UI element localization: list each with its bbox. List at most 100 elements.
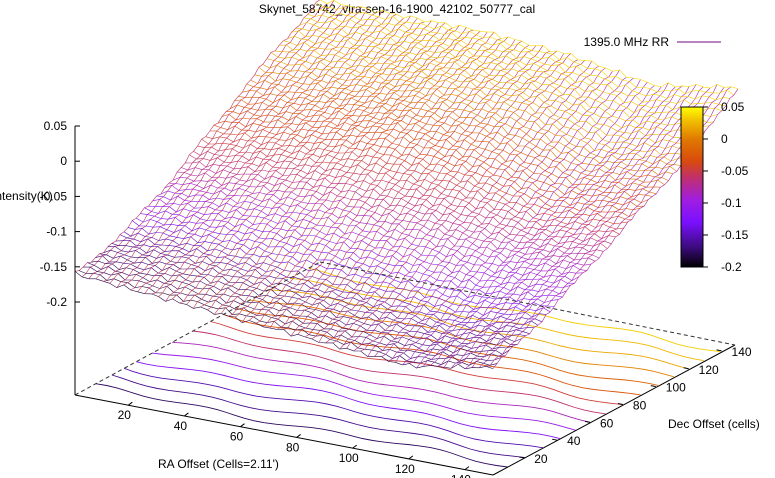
y-tick <box>519 456 525 459</box>
mesh-line-y <box>168 182 587 271</box>
mesh-line-y <box>275 50 694 152</box>
legend-label: 1395.0 MHz RR <box>584 35 670 49</box>
contour-line <box>268 289 689 370</box>
mesh-line-y <box>287 35 706 136</box>
mesh-line-x <box>214 25 460 315</box>
mesh-line-x <box>255 38 502 324</box>
base-contours <box>95 267 721 468</box>
y-tick <box>552 438 558 441</box>
mesh-line-x <box>109 7 356 284</box>
mesh-line-x <box>471 84 718 368</box>
contour-line <box>124 367 544 449</box>
mesh-line-y <box>299 22 718 117</box>
contour-line <box>192 330 606 415</box>
mesh-line-y <box>74 271 494 370</box>
y-tick-label: 40 <box>567 434 581 448</box>
x-tick-label: 100 <box>339 451 359 465</box>
mesh-line-y <box>230 104 649 203</box>
contour-line <box>111 374 526 459</box>
colorbar-tick-label: -0.15 <box>721 228 749 242</box>
z-tick-label: 0 <box>60 154 67 168</box>
mesh-line-x <box>332 59 578 344</box>
contour-line <box>249 299 675 378</box>
mesh-line-y <box>315 2 735 96</box>
contour-line <box>95 383 508 468</box>
y-tick-label: 140 <box>732 345 752 359</box>
x-axis-label: RA Offset (Cells=2.11') <box>158 457 279 471</box>
x-tick <box>128 401 133 406</box>
mesh-line-y <box>295 28 714 123</box>
y-tick-label: 60 <box>600 416 614 430</box>
mesh-line-x <box>381 76 627 357</box>
mesh-line-y <box>307 14 726 107</box>
surface-mesh <box>74 0 739 370</box>
contour-line <box>210 321 623 406</box>
mesh-line-y <box>319 0 739 89</box>
mesh-line-x <box>276 40 523 330</box>
contour-line <box>235 307 659 386</box>
y-axis-label: Dec Offset (cells) <box>668 417 760 431</box>
y-tick <box>683 367 689 370</box>
mesh-line-y <box>303 17 722 112</box>
x-tick-label: 80 <box>286 440 300 454</box>
contour-line <box>308 267 721 353</box>
mesh-line-y <box>291 30 710 129</box>
colorbar-tick-label: 0 <box>721 132 728 146</box>
y-tick-label: 120 <box>699 363 719 377</box>
x-tick <box>240 423 245 428</box>
mesh-line-x <box>443 86 690 368</box>
colorbar-tick-label: -0.05 <box>721 164 749 178</box>
mesh-line-y <box>311 9 730 101</box>
mesh-line-x <box>116 6 363 288</box>
z-tick-label: -0.05 <box>40 189 68 203</box>
mesh-line-x <box>430 86 676 366</box>
base-box <box>74 261 736 476</box>
x-axis: 20 40 60 80 100 120 140 <box>118 401 471 478</box>
x-tick-label: 20 <box>118 408 132 422</box>
x-tick <box>184 412 189 417</box>
colorbar-tick-label: 0.05 <box>721 100 745 114</box>
y-tick <box>584 420 591 423</box>
x-tick <box>408 455 414 460</box>
contour-line <box>152 352 576 431</box>
contour-line <box>223 313 641 396</box>
mesh-line-x <box>95 4 342 280</box>
x-tick-label: 60 <box>230 430 244 444</box>
mesh-line-y <box>283 40 702 140</box>
mesh-line-x <box>249 31 495 321</box>
z-axis-label: Intensity(K) <box>0 189 53 203</box>
x-tick <box>352 444 358 449</box>
y-tick <box>617 402 623 405</box>
mesh-line-x <box>450 84 697 369</box>
contour-line <box>172 341 591 423</box>
mesh-line-y <box>87 262 506 358</box>
colorbar: 0.05 0 -0.05 -0.1 -0.15 -0.2 <box>680 100 749 274</box>
mesh-line-x <box>458 86 704 365</box>
y-axis: 20 40 60 80 100 120 140 <box>519 345 752 466</box>
mesh-line-x <box>200 22 446 308</box>
contour-line <box>136 361 561 440</box>
z-tick-label: 0.05 <box>44 119 68 133</box>
mesh-line-y <box>258 66 677 172</box>
x-tick-label: 140 <box>451 473 471 478</box>
colorbar-tick-label: -0.2 <box>721 260 742 274</box>
mesh-line-y <box>234 99 653 198</box>
mesh-line-x <box>464 87 711 370</box>
z-tick-label: -0.2 <box>46 295 67 309</box>
mesh-line-x <box>297 45 544 335</box>
mesh-line-y <box>238 96 657 195</box>
z-tick-label: -0.15 <box>40 260 68 274</box>
mesh-line-y <box>279 44 698 144</box>
z-axis: 0.05 0 -0.05 -0.1 -0.15 -0.2 Intensity(K) <box>0 119 80 395</box>
colorbar-tick-label: -0.1 <box>721 196 742 210</box>
x-tick-label: 120 <box>395 462 415 476</box>
mesh-line-y <box>262 64 681 166</box>
chart-title: Skynet_58742_vira-sep-16-1900_42102_5077… <box>259 2 535 16</box>
mesh-line-x <box>437 85 683 367</box>
y-tick <box>716 349 722 352</box>
x-tick-label: 40 <box>174 419 188 433</box>
y-tick-label: 100 <box>666 381 686 395</box>
y-tick-label: 20 <box>534 452 548 466</box>
y-tick <box>650 385 656 388</box>
